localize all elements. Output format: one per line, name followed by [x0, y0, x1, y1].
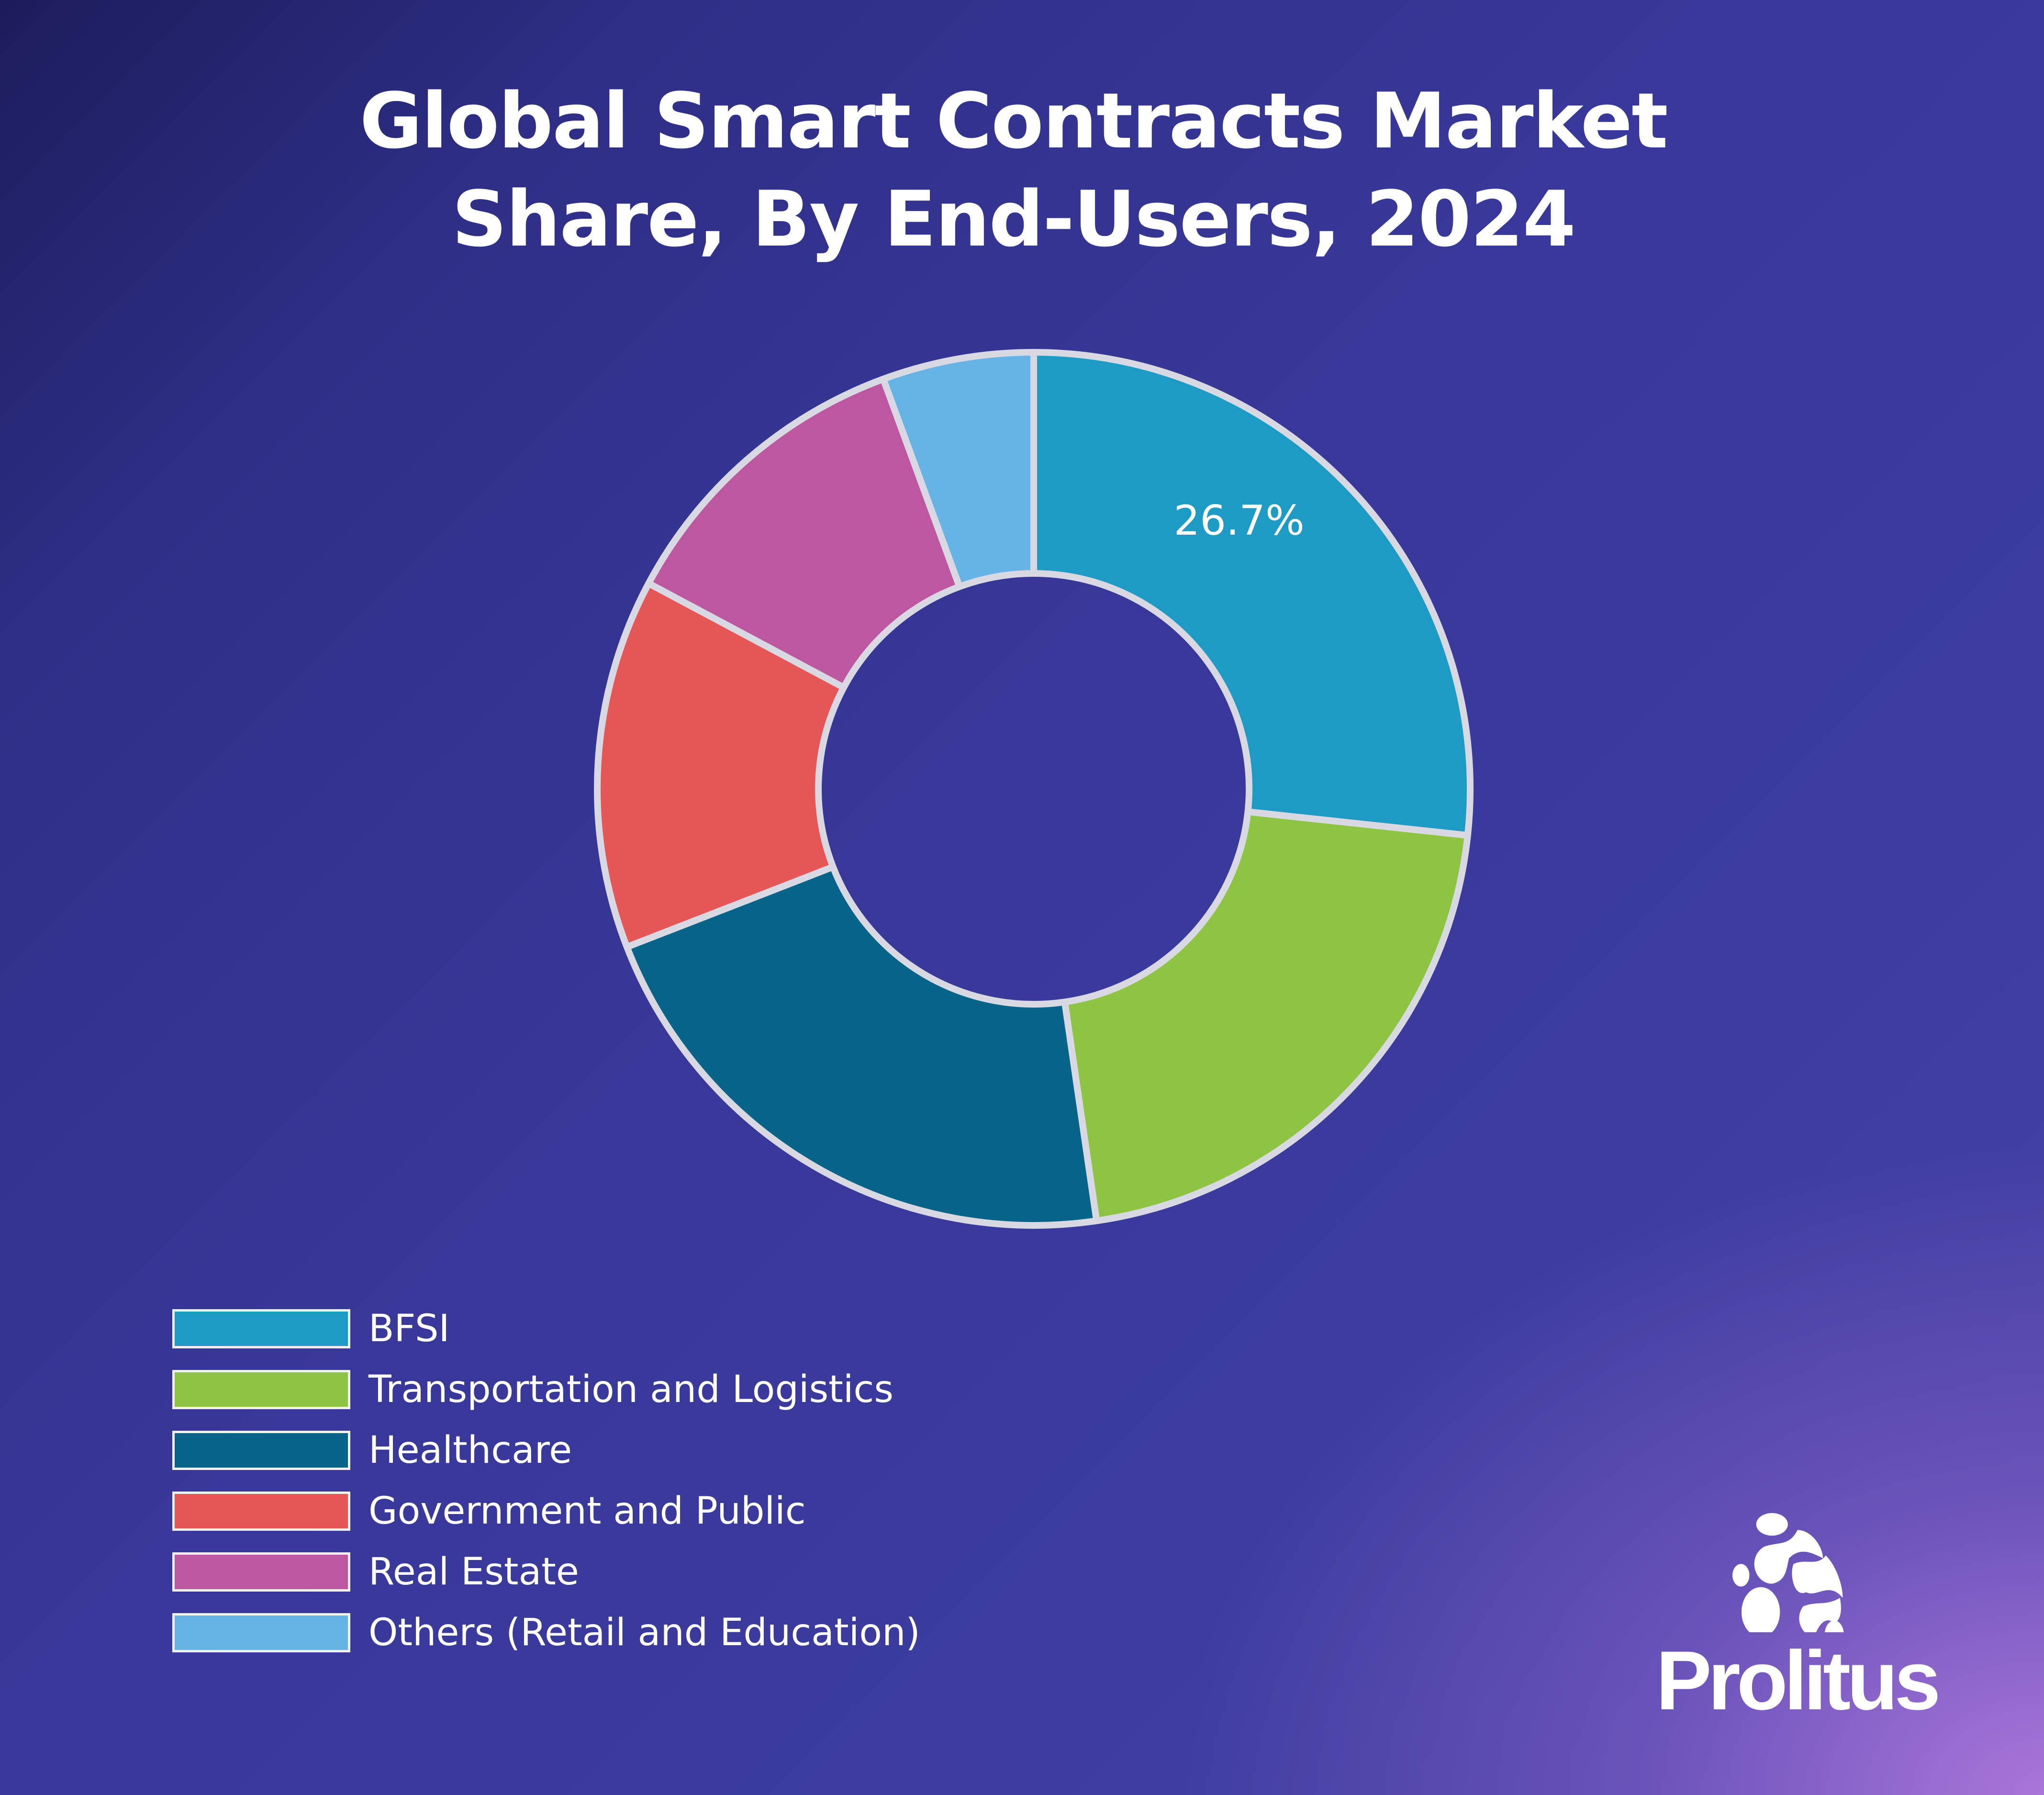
- legend-item: Real Estate: [172, 1541, 920, 1602]
- chart-title: Global Smart Contracts Market Share, By …: [0, 72, 2027, 268]
- data-label: 26.7%: [1174, 497, 1305, 545]
- slice-real-estate: [645, 375, 963, 691]
- legend-item: Transportation and Logistics: [172, 1359, 920, 1420]
- logo-mark-icon: [1732, 1513, 1844, 1660]
- legend-swatch: [172, 1613, 350, 1652]
- legend-swatch: [172, 1552, 350, 1592]
- title-line-1: Global Smart Contracts Market: [359, 76, 1668, 166]
- legend: BFSI Transportation and Logistics Healthca…: [172, 1298, 920, 1663]
- slice-transportation-and-logistics: [1061, 808, 1471, 1224]
- legend-item: Government and Public: [172, 1481, 920, 1541]
- legend-item: Healthcare: [172, 1420, 920, 1481]
- legend-label: Healthcare: [369, 1428, 572, 1472]
- title-line-2: Share, By End-Users, 2024: [452, 174, 1576, 264]
- donut-chart: 26.7%: [594, 349, 1474, 1229]
- logo-text: Prolitus: [1656, 1634, 1941, 1728]
- slice-others-retail-and-education: [880, 349, 1037, 590]
- legend-swatch: [172, 1309, 350, 1348]
- legend-item: BFSI: [172, 1298, 920, 1359]
- legend-label: Government and Public: [369, 1489, 806, 1533]
- legend-swatch: [172, 1369, 350, 1409]
- legend-swatch: [172, 1491, 350, 1531]
- legend-swatch: [172, 1430, 350, 1470]
- slice-healthcare: [623, 864, 1100, 1229]
- slice-bfsi: [1030, 349, 1474, 839]
- prolitus-logo: Prolitus: [1656, 1513, 1941, 1728]
- legend-label: Real Estate: [369, 1550, 579, 1593]
- legend-item: Others (Retail and Education): [172, 1602, 920, 1663]
- legend-label: Transportation and Logistics: [369, 1368, 894, 1411]
- slice-government-and-public: [594, 580, 847, 951]
- legend-label: Others (Retail and Education): [369, 1611, 920, 1654]
- legend-label: BFSI: [369, 1307, 450, 1350]
